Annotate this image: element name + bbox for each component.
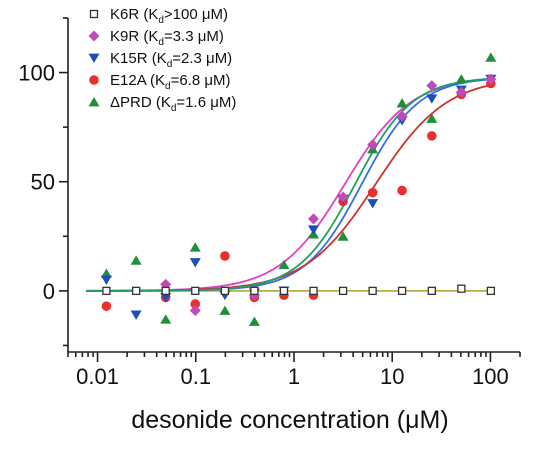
data-point — [248, 316, 260, 326]
data-points — [100, 52, 497, 326]
legend-marker — [89, 75, 99, 85]
axes: 0 50 100 0.01 0.1 1 10 100 — [18, 17, 521, 389]
data-point — [309, 286, 318, 296]
data-point — [367, 199, 379, 209]
x-tick-label: 1 — [288, 364, 300, 389]
data-point — [426, 80, 438, 92]
x-tick-label: 0.01 — [76, 364, 119, 389]
data-point — [131, 286, 141, 296]
data-point — [396, 110, 408, 122]
y-tick-label: 0 — [43, 279, 55, 304]
legend-marker — [88, 30, 100, 42]
legend-marker — [88, 97, 100, 107]
data-point — [486, 286, 496, 296]
legend-entry: K15R (Kd=2.3 μM) — [110, 50, 232, 70]
data-point — [160, 314, 172, 324]
legend-entry: K6R (Kd>100 μM) — [110, 6, 228, 26]
data-point — [485, 52, 497, 62]
data-point — [396, 98, 408, 108]
data-point — [101, 301, 112, 311]
data-point — [426, 94, 438, 104]
x-tick-label: 10 — [380, 364, 404, 389]
data-point — [189, 258, 201, 268]
data-point — [426, 113, 438, 123]
data-point — [368, 286, 377, 296]
data-point — [338, 286, 348, 296]
data-point — [427, 286, 436, 296]
data-point — [367, 139, 379, 151]
data-point — [397, 185, 407, 196]
data-point — [219, 305, 231, 315]
fit-curve — [86, 83, 495, 292]
fit-curve — [86, 77, 495, 292]
data-point — [337, 191, 349, 203]
data-point — [130, 255, 142, 265]
legend-entry: ΔPRD (Kd=1.6 μM) — [110, 94, 236, 114]
data-point — [220, 251, 230, 261]
data-point — [100, 275, 112, 285]
data-point — [160, 293, 172, 303]
data-point — [191, 286, 200, 296]
data-point — [397, 286, 407, 296]
legend-marker — [88, 53, 100, 63]
y-tick-label: 100 — [18, 61, 55, 86]
fit-curves — [86, 77, 495, 292]
y-tick-label: 50 — [31, 170, 55, 195]
legend-entry: K9R (Kd=3.3 μM) — [110, 28, 224, 48]
x-tick-label: 0.1 — [180, 364, 211, 389]
data-point — [189, 242, 201, 252]
x-tick-label: 100 — [472, 364, 509, 389]
data-point — [102, 286, 111, 296]
legend-entry: E12A (Kd=6.8 μM) — [110, 72, 231, 92]
data-point — [190, 299, 201, 309]
data-point — [130, 310, 142, 320]
legend: K6R (Kd>100 μM)K9R (Kd=3.3 μM)K15R (Kd=2… — [88, 6, 236, 114]
data-point — [100, 268, 112, 278]
data-point — [220, 286, 230, 296]
x-axis-label: desonide concentration (μM) — [131, 406, 448, 434]
data-point — [308, 213, 320, 225]
data-point — [485, 73, 497, 85]
data-point — [308, 225, 320, 235]
data-point — [337, 231, 349, 241]
data-point — [455, 74, 467, 84]
data-point — [457, 284, 466, 293]
data-point — [427, 131, 437, 141]
data-point — [250, 286, 259, 296]
data-point — [367, 187, 378, 198]
data-point — [455, 86, 467, 98]
legend-marker — [89, 9, 99, 19]
data-point — [279, 286, 289, 296]
data-point — [189, 305, 201, 317]
data-point — [161, 286, 170, 296]
data-point — [278, 259, 290, 270]
